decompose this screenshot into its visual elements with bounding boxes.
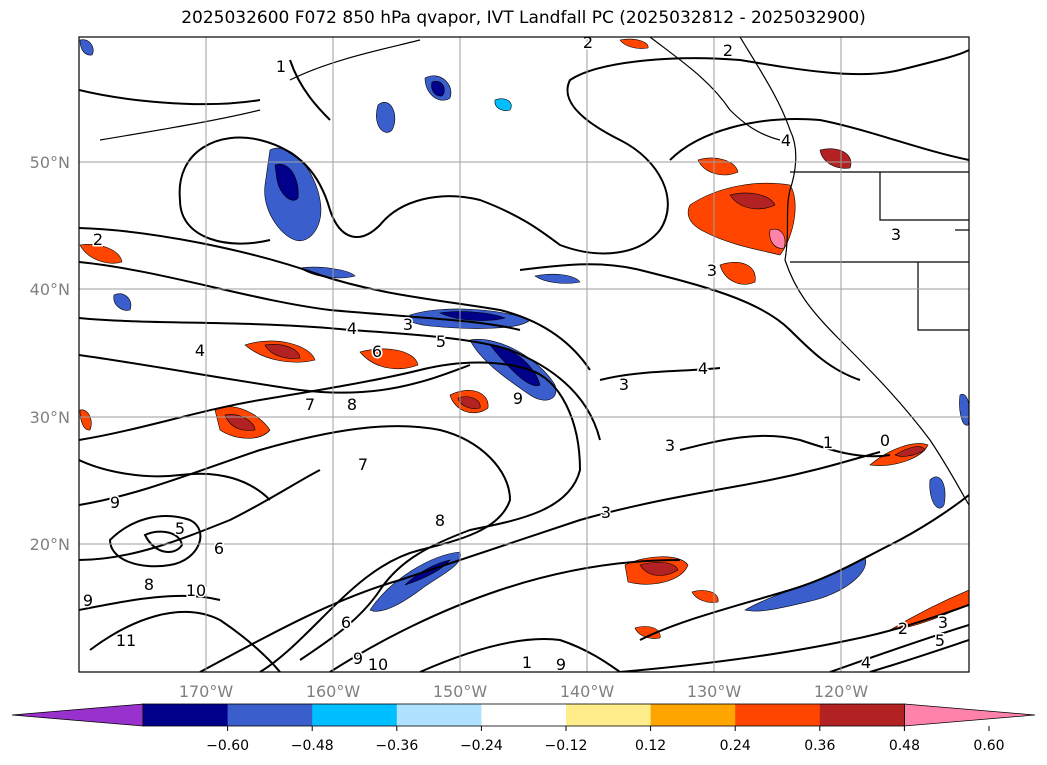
contour-label: 2 xyxy=(898,619,908,638)
latitude-labels: 50°N 40°N 30°N 20°N xyxy=(30,153,70,554)
contour-label: 10 xyxy=(186,581,206,600)
colorbar-tick-label: 0.36 xyxy=(804,738,835,754)
lon-label-140w: 140°W xyxy=(560,682,615,701)
coastlines xyxy=(99,37,969,506)
lon-label-160w: 160°W xyxy=(306,682,361,701)
colorbar-tick-label: −0.12 xyxy=(545,738,588,754)
colorbar-tick-label: −0.48 xyxy=(291,738,334,754)
contour-label: 1 xyxy=(522,653,532,672)
colorbar-tick-label: −0.24 xyxy=(460,738,503,754)
contour-label: 7 xyxy=(358,455,368,474)
contour-label: 6 xyxy=(341,613,351,632)
lon-label-120w: 120°W xyxy=(814,682,869,701)
colorbar-bin xyxy=(819,704,905,726)
contour-label: 1 xyxy=(276,57,286,76)
contour-label: 6 xyxy=(372,342,382,361)
colorbar-bin xyxy=(650,704,736,726)
map-plot-area: 2 1 2 2 4 3 4 4 3 6 5 3 7 8 9 3 4 3 1 0 … xyxy=(79,33,969,674)
colorbar-bin xyxy=(227,704,313,726)
contour-label: 2 xyxy=(93,230,103,249)
contour-label: 9 xyxy=(83,591,93,610)
colorbar-tick-label: −0.36 xyxy=(375,738,418,754)
contour-label: 2 xyxy=(583,33,593,52)
colorbar-bin xyxy=(396,704,482,726)
colorbar-bin xyxy=(481,704,567,726)
colorbar-bin xyxy=(143,704,229,726)
contour-label: 4 xyxy=(195,341,205,360)
contour-label: 3 xyxy=(403,315,413,334)
contour-label: 3 xyxy=(891,225,901,244)
colorbar-tick-label: −0.60 xyxy=(206,738,249,754)
contour-label: 9 xyxy=(353,649,363,668)
colorbar-extend-high xyxy=(904,703,1036,727)
contour-label: 2 xyxy=(723,41,733,60)
contour-labels: 2 1 2 2 4 3 4 4 3 6 5 3 7 8 9 3 4 3 1 0 … xyxy=(81,33,949,674)
lat-label-20n: 20°N xyxy=(30,535,70,554)
lon-label-170w: 170°W xyxy=(179,682,234,701)
contour-label: 3 xyxy=(619,375,629,394)
colorbar-tick-label: 0.24 xyxy=(720,738,751,754)
contour-label: 8 xyxy=(144,575,154,594)
contour-label: 4 xyxy=(347,319,357,338)
lon-label-130w: 130°W xyxy=(687,682,742,701)
map-frame xyxy=(78,36,970,673)
colorbar-extend-low xyxy=(11,703,144,727)
contour-label: 9 xyxy=(556,655,566,674)
contour-label: 10 xyxy=(368,655,388,674)
contour-label: 4 xyxy=(698,359,708,378)
colorbar-bin xyxy=(735,704,821,726)
lat-label-30n: 30°N xyxy=(30,408,70,427)
qvapor-shading xyxy=(79,38,969,639)
contour-label: 5 xyxy=(175,519,185,538)
lat-label-50n: 50°N xyxy=(30,153,70,172)
lon-label-150w: 150°W xyxy=(433,682,488,701)
contour-label: 3 xyxy=(665,436,675,455)
contour-label: 5 xyxy=(935,631,945,650)
contour-label: 4 xyxy=(781,131,791,150)
contour-label: 8 xyxy=(435,511,445,530)
contour-label: 1 xyxy=(823,433,833,452)
contour-label: 9 xyxy=(110,493,120,512)
contour-label: 0 xyxy=(880,431,890,450)
contour-label: 5 xyxy=(436,332,446,351)
contour-label: 4 xyxy=(861,653,871,672)
contour-label: 7 xyxy=(305,395,315,414)
contour-label: 9 xyxy=(513,389,523,408)
map-title: 2025032600 F072 850 hPa qvapor, IVT Land… xyxy=(181,8,866,28)
contour-label: 3 xyxy=(707,261,717,280)
contour-label: 8 xyxy=(347,395,357,414)
lat-label-40n: 40°N xyxy=(30,280,70,299)
colorbar-tick-label: 0.12 xyxy=(635,738,666,754)
colorbar-tick-label: 0.48 xyxy=(889,738,920,754)
colorbar-bin xyxy=(312,704,398,726)
contour-label: 3 xyxy=(601,503,611,522)
longitude-labels: 170°W 160°W 150°W 140°W 130°W 120°W xyxy=(179,682,869,701)
contour-label: 11 xyxy=(116,631,136,650)
colorbar-tick-label: 0.60 xyxy=(973,738,1004,754)
contour-label: 6 xyxy=(214,539,224,558)
colorbar-bin xyxy=(566,704,652,726)
graticule xyxy=(79,37,969,672)
colorbar-outline xyxy=(142,703,905,727)
colorbar: −0.60 −0.48 −0.36 −0.24 −0.12 0.12 0.24 0.36 0.4… xyxy=(11,703,1036,754)
contour-label: 3 xyxy=(938,613,948,632)
